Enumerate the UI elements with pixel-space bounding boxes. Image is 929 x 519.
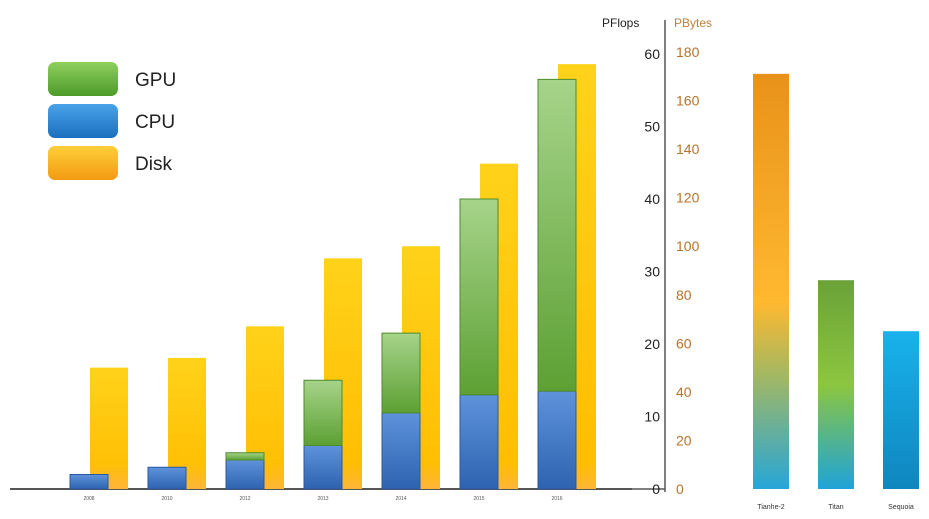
- x-tick-label: 2010: [161, 496, 172, 502]
- gpu-bar-segment: [225, 452, 265, 461]
- machine-label: Titan: [828, 504, 843, 511]
- y-right-tick-label: 100: [676, 238, 700, 254]
- x-tick-label: 2014: [395, 496, 406, 502]
- gpu-bar-segment: [303, 379, 343, 446]
- cpu-bar-segment: [147, 466, 187, 490]
- machine-bar-sequoia: [883, 331, 919, 489]
- legend-label-gpu: GPU: [135, 70, 176, 91]
- y-left-tick-label: 10: [644, 409, 660, 425]
- y-right-tick-label: 140: [676, 141, 700, 157]
- y-right-tick-label: 60: [676, 335, 692, 351]
- y-left-tick-label: 20: [644, 336, 660, 352]
- legend-swatch-gpu: [48, 62, 118, 96]
- y-right-axis-title: PBytes: [674, 16, 712, 30]
- gpu-bar-segment: [459, 198, 499, 396]
- y-left-tick-label: 40: [644, 191, 660, 207]
- gpu-bar-segment: [381, 332, 421, 414]
- x-tick-label: 2012: [239, 496, 250, 502]
- legend-swatch-cpu: [48, 104, 118, 138]
- x-tick-label: 2016: [551, 496, 562, 502]
- x-tick-label: 2015: [473, 496, 484, 502]
- y-right-tick-label: 80: [676, 287, 692, 303]
- y-right-tick-label: 160: [676, 93, 700, 109]
- cpu-bar-segment: [303, 445, 343, 490]
- legend: GPU CPU Disk: [48, 62, 176, 180]
- cpu-bar-segment: [459, 394, 499, 490]
- cpu-bar-segment: [69, 474, 109, 490]
- machine-bar-titan: [818, 280, 854, 489]
- x-tick-label: 2008: [83, 496, 94, 502]
- cpu-bar-segment: [225, 459, 265, 490]
- cpu-bar-segment: [381, 412, 421, 490]
- y-left-tick-label: 60: [644, 46, 660, 62]
- x-tick-label: 2013: [317, 496, 328, 502]
- legend-swatch-disk: [48, 146, 118, 180]
- y-right-tick-label: 20: [676, 432, 692, 448]
- y-left-tick-label: 50: [644, 119, 660, 135]
- y-right-tick-label: 0: [676, 481, 684, 497]
- y-left-axis-title: PFlops: [602, 16, 639, 30]
- legend-label-disk: Disk: [135, 154, 172, 175]
- y-right-tick-label: 180: [676, 44, 700, 60]
- machine-label: Sequoia: [888, 504, 914, 511]
- y-right-tick-label: 120: [676, 190, 700, 206]
- machine-label: Tianhe-2: [757, 504, 784, 511]
- machine-bar-tianhe-2: [753, 73, 789, 489]
- chart-marks: 2008 2010 2012 2013 2014 2015 2016010203040506…: [69, 44, 919, 511]
- y-left-tick-label: 0: [652, 481, 660, 497]
- cpu-bar-segment: [537, 390, 577, 490]
- y-right-tick-label: 40: [676, 384, 692, 400]
- gpu-bar-segment: [537, 78, 577, 392]
- y-left-tick-label: 30: [644, 264, 660, 280]
- legend-label-cpu: CPU: [135, 112, 175, 133]
